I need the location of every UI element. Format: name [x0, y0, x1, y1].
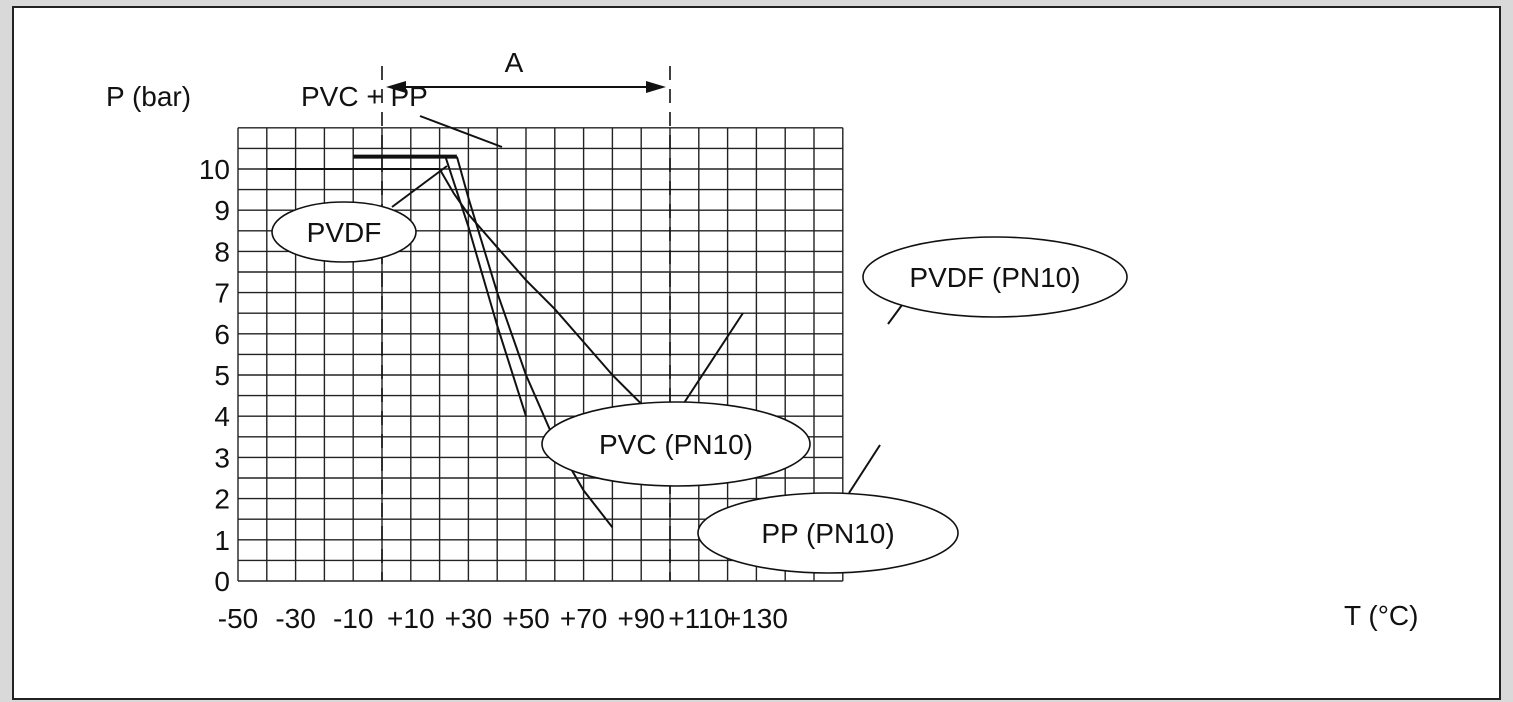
y-tick-label: 4	[214, 401, 230, 432]
y-tick-label: 6	[214, 319, 230, 350]
y-tick-label: 9	[214, 195, 230, 226]
range-marker: A	[381, 47, 671, 581]
range-marker-label: A	[505, 47, 524, 78]
y-tick-label: 0	[214, 566, 230, 597]
grid	[237, 127, 844, 582]
x-tick-label: +50	[502, 603, 550, 634]
x-tick-label: -50	[218, 603, 258, 634]
range-arrow-head-left	[386, 81, 406, 93]
callout-leader-pp-pn10-	[848, 444, 881, 494]
y-tick-label: 10	[199, 154, 230, 185]
x-tick-label: +10	[387, 603, 435, 634]
x-tick-label: +70	[560, 603, 608, 634]
chart-frame: A PVDF PVC + PP PVDF (PN10) PVC (PN10) PP (P…	[12, 6, 1501, 700]
range-arrow-head-right	[646, 81, 666, 93]
pressure-temperature-chart: A PVDF PVC + PP PVDF (PN10) PVC (PN10) PP (P…	[106, 47, 1418, 634]
series-line-pvc-pn10-	[444, 156, 527, 417]
callout-bubble-pvdf-pn10-	[862, 236, 1128, 318]
series-callouts: PVDF PVC + PP PVDF (PN10) PVC (PN10) PP (PN1…	[271, 81, 1128, 574]
x-tick-label: +130	[725, 603, 788, 634]
callout-leader-pvc-pp	[419, 115, 503, 148]
series-label-pvdf-pn10-: PVDF (PN10)	[909, 262, 1080, 293]
callout-leader-pvdf-pn10-	[887, 304, 903, 325]
series-line-pp-pn10-	[455, 156, 614, 529]
x-tick-label: +30	[445, 603, 493, 634]
y-tick-label: 2	[214, 484, 230, 515]
y-axis-title: P (bar)	[106, 81, 191, 112]
tick-labels: -50 -30 -10 +10 +30 +50 +70 +90 +110+130 0 1 2 3 4 5 6 7…	[199, 154, 788, 634]
callout-bubble-pp-pn10-	[697, 492, 959, 574]
callout-leader-pvc-pn10-	[683, 312, 744, 404]
callout-bubble-pvc-pn10-	[541, 401, 811, 487]
series-lines	[266, 154, 671, 529]
y-tick-label: 1	[214, 525, 230, 556]
x-tick-label: +110	[668, 603, 729, 634]
callout-leader-pvdf	[391, 165, 448, 208]
y-tick-label: 8	[214, 236, 230, 267]
x-tick-label: -10	[333, 603, 373, 634]
callout-bubble-pvdf	[271, 201, 417, 263]
series-label-pvc-pn10-: PVC (PN10)	[599, 429, 753, 460]
x-tick-label: -30	[275, 603, 315, 634]
series-label-pvdf: PVDF	[307, 217, 382, 248]
x-tick-label: +90	[617, 603, 665, 634]
y-tick-label: 3	[214, 442, 230, 473]
series-label-pp-pn10-: PP (PN10)	[761, 518, 894, 549]
series-label-pvc-pp: PVC + PP	[301, 81, 428, 112]
y-tick-label: 7	[214, 278, 230, 309]
x-axis-title: T (°C)	[1344, 600, 1418, 631]
y-tick-label: 5	[214, 360, 230, 391]
